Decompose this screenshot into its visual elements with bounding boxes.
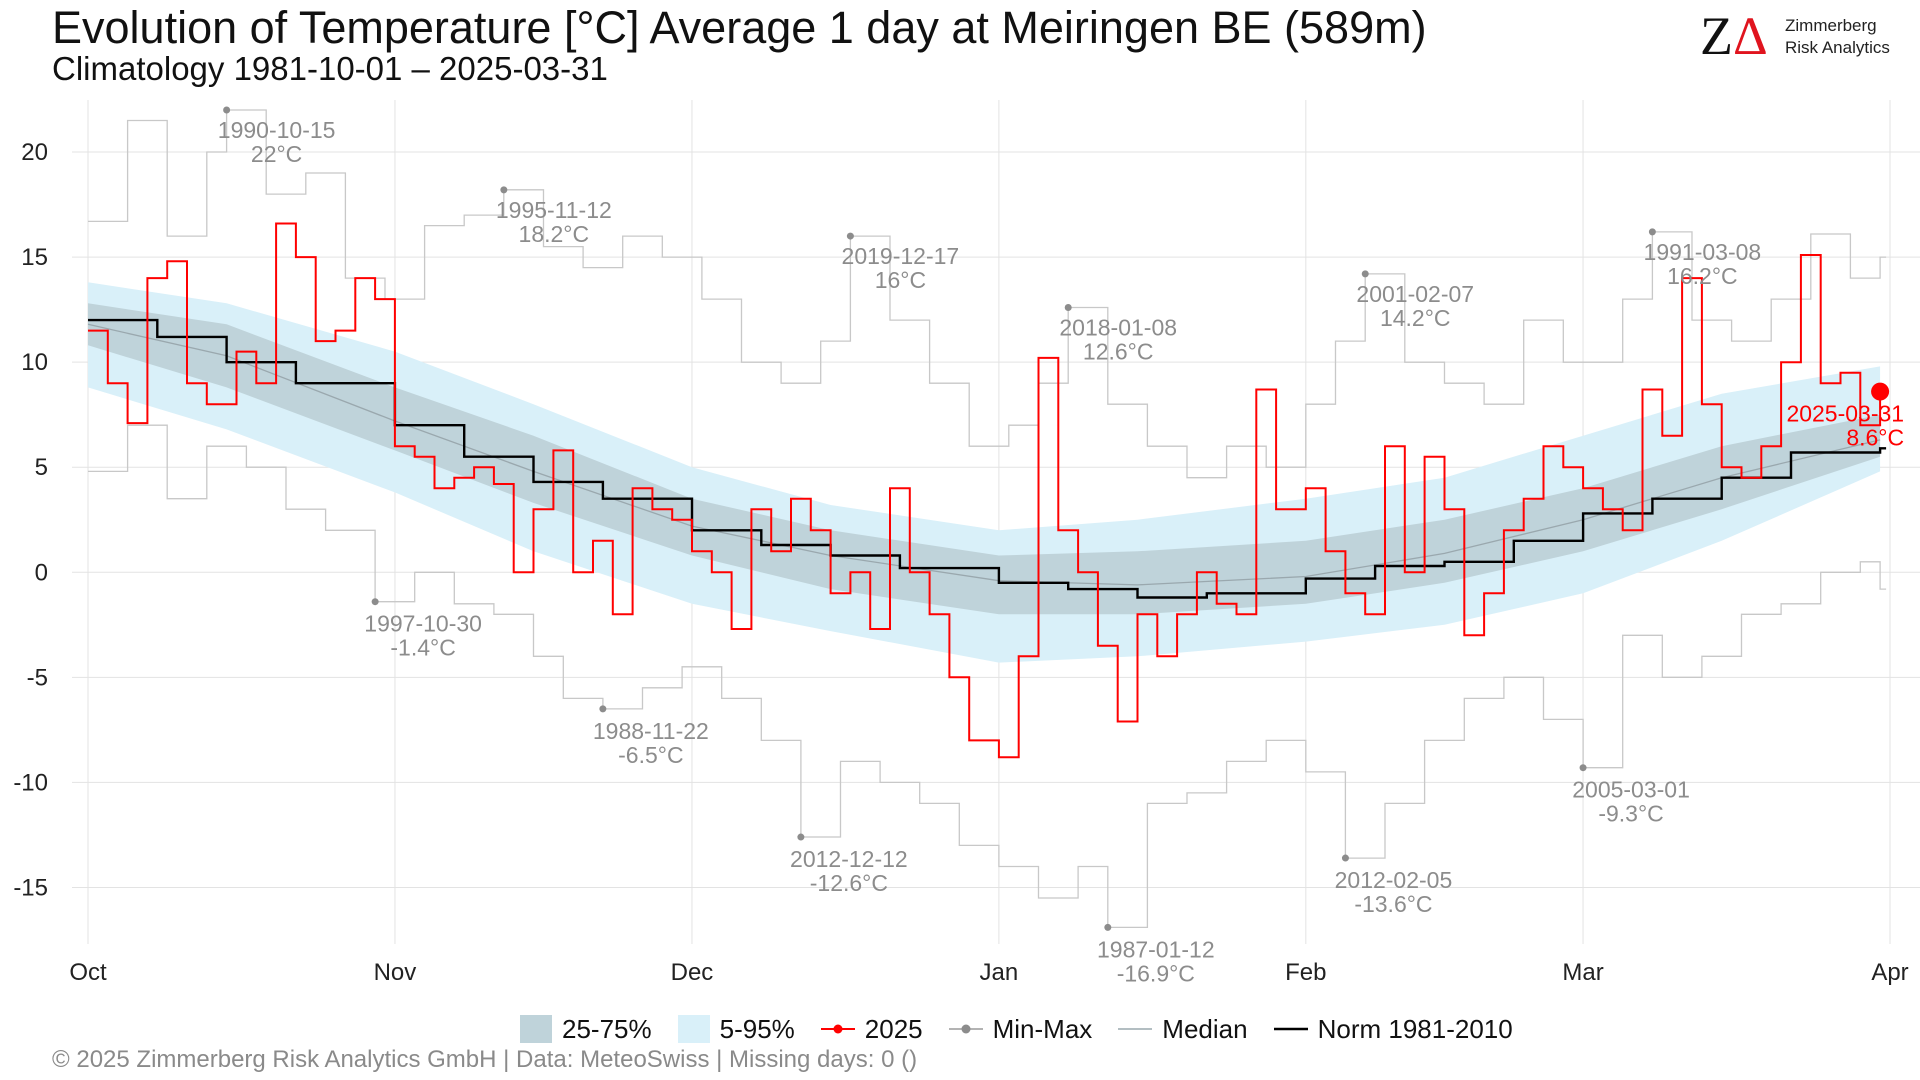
norm-line [88, 318, 1887, 599]
record-dot [599, 705, 607, 713]
y-tick-label: 0 [35, 559, 48, 586]
annotation-value: 18.2°C [519, 221, 590, 247]
logo-company-name: Zimmerberg [1785, 16, 1877, 35]
annotation-value: 12.6°C [1083, 339, 1154, 365]
annotation-value: -9.3°C [1598, 801, 1663, 827]
annotation-value: 16.2°C [1667, 263, 1738, 289]
record-dot [500, 186, 508, 194]
chart-subtitle: Climatology 1981-10-01 – 2025-03-31 [52, 50, 608, 87]
annotation-value: -1.4°C [390, 635, 455, 661]
logo-letter-delta: Δ [1733, 6, 1768, 66]
annotation-date: 2001-02-07 [1356, 281, 1474, 307]
annotation-date: 2019-12-17 [842, 243, 960, 269]
legend-item-minmax: Min-Max [948, 1013, 1093, 1045]
legend-label-current: 2025 [864, 1013, 923, 1044]
x-tick-label: Mar [1562, 959, 1603, 986]
annotation-value: 16°C [875, 267, 926, 293]
band-25-75 [88, 303, 1881, 615]
x-tick-label: Oct [69, 959, 107, 986]
annotation-date: 2018-01-08 [1059, 315, 1177, 341]
annotation-value: -13.6°C [1354, 891, 1432, 917]
legend-key-median [1118, 1028, 1153, 1030]
annotation-date: 1995-11-12 [496, 197, 612, 223]
legend-item-current: 2025 [820, 1013, 923, 1045]
logo-company-sub: Risk Analytics [1785, 38, 1890, 57]
legend-item-5-95: 5-95% [677, 1013, 795, 1045]
legend-key-norm [1273, 1027, 1308, 1031]
annotation-value: 8.6°C [1846, 425, 1904, 451]
legend-label-25-75: 25-75% [562, 1013, 652, 1044]
record-dot [1104, 923, 1112, 931]
annotation-value: -6.5°C [618, 742, 683, 768]
annotation-value: -16.9°C [1117, 960, 1195, 986]
x-tick-label: Nov [374, 959, 417, 986]
record-dot [846, 232, 854, 240]
chart-title: Evolution of Temperature [°C] Average 1 … [52, 2, 1427, 53]
y-tick-label: 10 [21, 349, 48, 376]
record-dot [371, 598, 379, 606]
x-tick-label: Feb [1285, 959, 1326, 986]
legend-label-median: Median [1162, 1013, 1248, 1044]
annotation-value: 14.2°C [1380, 305, 1451, 331]
y-tick-label: -15 [13, 874, 48, 901]
annotation-date: 2005-03-01 [1572, 777, 1690, 803]
record-dot [1648, 228, 1656, 236]
x-tick-label: Apr [1871, 959, 1908, 986]
y-tick-label: 15 [21, 244, 48, 271]
y-tick-label: -5 [27, 664, 48, 691]
legend-swatch-25-75 [520, 1015, 552, 1043]
annotation-date: 2025-03-31 [1786, 401, 1904, 427]
annotation-date: 1990-10-15 [218, 117, 336, 143]
min-record-line [88, 424, 1887, 929]
annotation-value: 22°C [251, 141, 302, 167]
annotation-date: 1988-11-22 [593, 718, 709, 744]
logo-letter-z: Z [1700, 6, 1733, 66]
annotation-date: 1997-10-30 [364, 611, 482, 637]
legend-key-minmax [948, 1024, 983, 1034]
current-value-dot [1871, 382, 1890, 401]
footer-credit: © 2025 Zimmerberg Risk Analytics GmbH | … [52, 1046, 918, 1073]
y-tick-label: -10 [13, 769, 48, 796]
record-dot [1579, 764, 1587, 772]
x-tick-label: Jan [980, 959, 1019, 986]
legend-item-25-75: 25-75% [520, 1014, 652, 1045]
current-year-line [88, 222, 1887, 759]
record-dot [1064, 304, 1072, 312]
legend-label-minmax: Min-Max [992, 1013, 1093, 1044]
record-dot [1361, 270, 1369, 278]
logo-mark: ZΔ [1700, 6, 1768, 66]
record-dot [1341, 854, 1349, 862]
y-tick-label: 5 [35, 454, 48, 481]
legend-item-median: Median [1118, 1013, 1248, 1045]
annotation-date: 2012-12-12 [790, 846, 908, 872]
legend-item-norm: Norm 1981-2010 [1273, 1013, 1513, 1045]
legend-label-norm: Norm 1981-2010 [1317, 1013, 1513, 1044]
company-logo: ZΔ Zimmerberg Risk Analytics [1700, 6, 1900, 66]
current-year-line-group [88, 222, 1887, 759]
annotation-date: 1991-03-08 [1644, 239, 1762, 265]
y-tick-label: 20 [21, 139, 48, 166]
norm-line-group [88, 318, 1887, 599]
percentile-bands [88, 282, 1881, 663]
x-tick-label: Dec [671, 959, 714, 986]
annotation-value: -12.6°C [810, 870, 888, 896]
annotation-date: 1987-01-12 [1097, 936, 1215, 962]
axes: 20 15 10 5 0 -5 -10 -15 Oct Nov Dec Jan Feb Mar Apr [13, 139, 1908, 986]
legend-label-5-95: 5-95% [719, 1013, 795, 1044]
chart-legend: 25-75% 5-95% 2025 Min-Max Median Norm 19… [520, 1012, 1539, 1046]
record-dot [797, 833, 805, 841]
legend-key-current [820, 1024, 855, 1034]
annotation-date: 2012-02-05 [1335, 867, 1453, 893]
record-dot [223, 106, 231, 114]
legend-swatch-5-95 [677, 1015, 710, 1043]
